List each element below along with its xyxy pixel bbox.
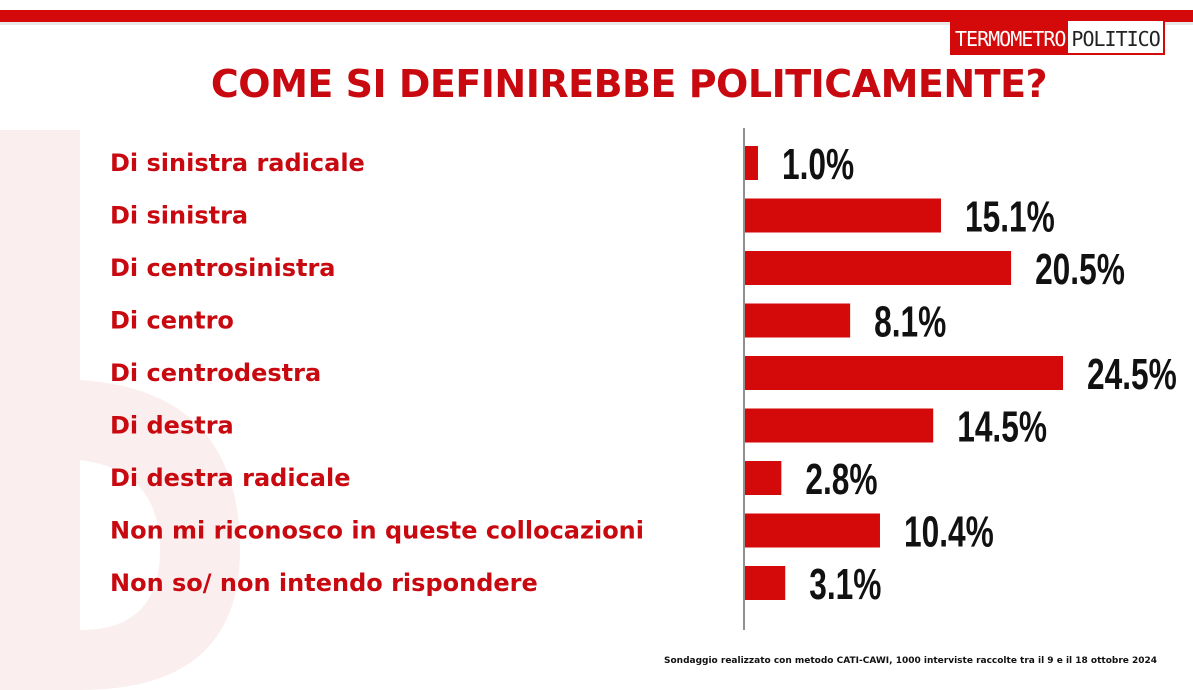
- logo-text-politico: POLITICO: [1068, 21, 1163, 53]
- bar: [745, 251, 1012, 285]
- bar: [745, 513, 880, 548]
- brand-logo: TERMOMETRO POLITICO: [950, 19, 1165, 55]
- category-label: Di sinistra: [110, 202, 248, 230]
- category-label: Di destra: [110, 412, 234, 440]
- category-label: Non mi riconosco in queste collocazioni: [110, 517, 644, 545]
- category-label: Di destra radicale: [110, 464, 350, 492]
- value-label: 8.1%: [874, 297, 946, 346]
- value-label: 14.5%: [957, 402, 1047, 451]
- value-label: 10.4%: [904, 507, 994, 556]
- value-label: 24.5%: [1087, 350, 1177, 399]
- top-bar-shadow: [0, 22, 1193, 25]
- bar-chart: Di sinistra radicale 1.0% Di sinistra 15.1%…: [110, 128, 1177, 630]
- category-label: Non so/ non intendo rispondere: [110, 569, 538, 597]
- category-label: Di sinistra radicale: [110, 149, 365, 177]
- bar: [745, 146, 758, 180]
- bar: [745, 566, 786, 600]
- value-label: 1.0%: [782, 140, 854, 189]
- bar: [745, 461, 782, 495]
- bar: [745, 198, 941, 233]
- top-accent-bar: [0, 10, 1193, 22]
- value-label: 2.8%: [805, 455, 877, 504]
- value-label: 20.5%: [1035, 245, 1125, 294]
- bar: [745, 303, 851, 338]
- value-label: 3.1%: [809, 560, 881, 609]
- footnote: Sondaggio realizzato con metodo CATI-CAW…: [664, 656, 1158, 666]
- category-label: Di centro: [110, 307, 234, 335]
- logo-text-termometro: TERMOMETRO: [952, 21, 1069, 53]
- bar: [745, 356, 1063, 390]
- category-label: Di centrosinistra: [110, 254, 336, 282]
- chart-title: COME SI DEFINIREBBE POLITICAMENTE?: [210, 62, 1048, 106]
- value-label: 15.1%: [965, 192, 1055, 241]
- bar: [745, 408, 934, 443]
- category-label: Di centrodestra: [110, 359, 321, 387]
